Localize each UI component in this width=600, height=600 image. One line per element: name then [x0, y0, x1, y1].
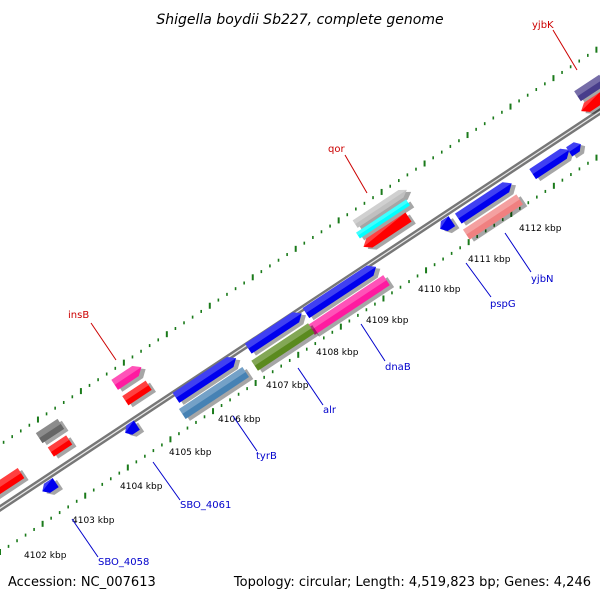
gene-features	[0, 74, 600, 500]
gene-yjbK	[574, 74, 600, 104]
gene-insB-pink	[111, 366, 146, 392]
gene-label-yjbN: yjbN	[531, 274, 554, 285]
kbp-tick-label: 4108 kbp	[316, 348, 359, 358]
kbp-tick-label: 4104 kbp	[120, 482, 163, 492]
gene-red-left	[47, 435, 77, 459]
genome-summary-text: Topology: circular; Length: 4,519,823 bp…	[233, 575, 591, 590]
kbp-tick-label: 4111 kbp	[468, 255, 511, 265]
gene-label-SBO_4061: SBO_4061	[180, 500, 231, 511]
gene-dnaB-blue	[302, 265, 381, 321]
gene-label-insB: insB	[68, 310, 89, 321]
kbp-tick-label: 4109 kbp	[366, 316, 409, 326]
gene-label-dnaB: dnaB	[385, 362, 411, 373]
gene-blue-small	[440, 216, 460, 234]
upper-dotted-rail	[2, 46, 598, 444]
genome-backbone	[0, 108, 600, 512]
gene-label-yjbK: yjbK	[532, 20, 554, 31]
gene-grey	[35, 418, 69, 446]
map-title: Shigella boydii Sb227, complete genome	[156, 12, 443, 28]
gene-qor-b	[356, 199, 415, 241]
kbp-tick-label: 4103 kbp	[72, 516, 115, 526]
gene-pspG-salmon	[463, 194, 528, 242]
gene-label-tyrB: tyrB	[256, 451, 277, 462]
kbp-tick-label: 4102 kbp	[24, 551, 67, 561]
kbp-scale: 4102 kbp 4103 kbp 4104 kbp 4105 kbp 4106…	[24, 224, 562, 561]
gene-yjbN	[455, 182, 516, 226]
gene-label-pspG: pspG	[490, 299, 516, 310]
gene-tyrB-steel	[179, 367, 254, 421]
gene-dnaB-pink	[308, 275, 395, 337]
lower-dotted-rail	[0, 154, 598, 555]
gene-red-edge	[0, 468, 29, 500]
gene-tyrB-blue	[172, 356, 241, 405]
kbp-tick-label: 4112 kbp	[519, 224, 562, 234]
kbp-tick-label: 4105 kbp	[169, 448, 212, 458]
gene-qor-red	[363, 212, 416, 250]
gene-labels: yjbK qor insB yjbN pspG dnaB alr tyrB SB…	[68, 20, 554, 568]
gene-blue-small-tr	[566, 142, 586, 159]
gene-qor-a	[352, 189, 412, 230]
gene-alr-olive	[251, 323, 319, 373]
gene-SBO_4058	[42, 477, 63, 495]
callout-lines	[71, 29, 578, 558]
kbp-tick-label: 4110 kbp	[418, 285, 461, 295]
gene-label-SBO_4058: SBO_4058	[98, 557, 149, 568]
gene-alr-blue	[245, 312, 306, 356]
gene-SBO_4061	[125, 420, 145, 437]
accession-text: Accession: NC_007613	[8, 575, 156, 590]
gene-insB-red	[122, 380, 157, 408]
kbp-tick-label: 4106 kbp	[218, 415, 261, 425]
kbp-tick-label: 4107 kbp	[266, 381, 309, 391]
gene-label-alr: alr	[323, 405, 337, 416]
gene-label-qor: qor	[328, 144, 345, 155]
gene-blue-top-right	[529, 148, 574, 182]
